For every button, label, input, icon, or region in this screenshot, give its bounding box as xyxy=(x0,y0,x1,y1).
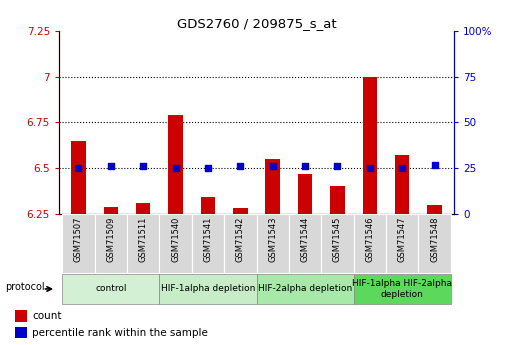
Bar xyxy=(136,203,150,214)
Text: GSM71541: GSM71541 xyxy=(204,216,212,262)
Bar xyxy=(94,214,127,273)
Point xyxy=(269,164,277,169)
Text: count: count xyxy=(32,311,62,321)
Text: HIF-1alpha depletion: HIF-1alpha depletion xyxy=(161,284,255,294)
Bar xyxy=(386,214,419,273)
Bar xyxy=(289,214,321,273)
Bar xyxy=(298,174,312,214)
Text: GSM71547: GSM71547 xyxy=(398,216,407,262)
Bar xyxy=(353,274,451,304)
Point xyxy=(236,164,244,169)
Bar xyxy=(62,274,160,304)
Bar xyxy=(160,274,256,304)
Bar xyxy=(330,186,345,214)
Bar xyxy=(62,214,94,273)
Point xyxy=(333,164,342,169)
Text: HIF-2alpha depletion: HIF-2alpha depletion xyxy=(258,284,352,294)
Text: GSM71543: GSM71543 xyxy=(268,216,277,262)
Bar xyxy=(256,214,289,273)
Point xyxy=(398,166,406,171)
Bar xyxy=(168,115,183,214)
Text: GSM71544: GSM71544 xyxy=(301,216,309,262)
Point xyxy=(171,166,180,171)
Bar xyxy=(160,214,192,273)
Text: GSM71509: GSM71509 xyxy=(106,216,115,262)
Text: HIF-1alpha HIF-2alpha
depletion: HIF-1alpha HIF-2alpha depletion xyxy=(352,279,452,299)
Bar xyxy=(321,214,353,273)
Title: GDS2760 / 209875_s_at: GDS2760 / 209875_s_at xyxy=(176,17,337,30)
Bar xyxy=(15,310,28,322)
Point xyxy=(204,166,212,171)
Bar xyxy=(265,159,280,214)
Point xyxy=(107,164,115,169)
Point xyxy=(366,166,374,171)
Point xyxy=(301,164,309,169)
Bar xyxy=(15,327,28,338)
Bar xyxy=(419,214,451,273)
Text: GSM71540: GSM71540 xyxy=(171,216,180,262)
Bar xyxy=(363,77,377,214)
Text: percentile rank within the sample: percentile rank within the sample xyxy=(32,327,208,337)
Point xyxy=(74,166,83,171)
Text: GSM71542: GSM71542 xyxy=(236,216,245,262)
Bar xyxy=(395,155,409,214)
Text: GSM71545: GSM71545 xyxy=(333,216,342,262)
Bar xyxy=(104,207,118,214)
Bar xyxy=(256,274,353,304)
Text: GSM71546: GSM71546 xyxy=(365,216,374,262)
Bar xyxy=(127,214,160,273)
Text: GSM71511: GSM71511 xyxy=(139,216,148,262)
Text: protocol: protocol xyxy=(5,282,45,292)
Bar xyxy=(192,214,224,273)
Text: control: control xyxy=(95,284,127,294)
Bar xyxy=(71,141,86,214)
Bar xyxy=(233,208,248,214)
Point xyxy=(139,164,147,169)
Text: GSM71548: GSM71548 xyxy=(430,216,439,262)
Bar xyxy=(353,214,386,273)
Text: GSM71507: GSM71507 xyxy=(74,216,83,262)
Bar xyxy=(427,205,442,214)
Bar xyxy=(201,197,215,214)
Bar xyxy=(224,214,256,273)
Point xyxy=(430,162,439,167)
